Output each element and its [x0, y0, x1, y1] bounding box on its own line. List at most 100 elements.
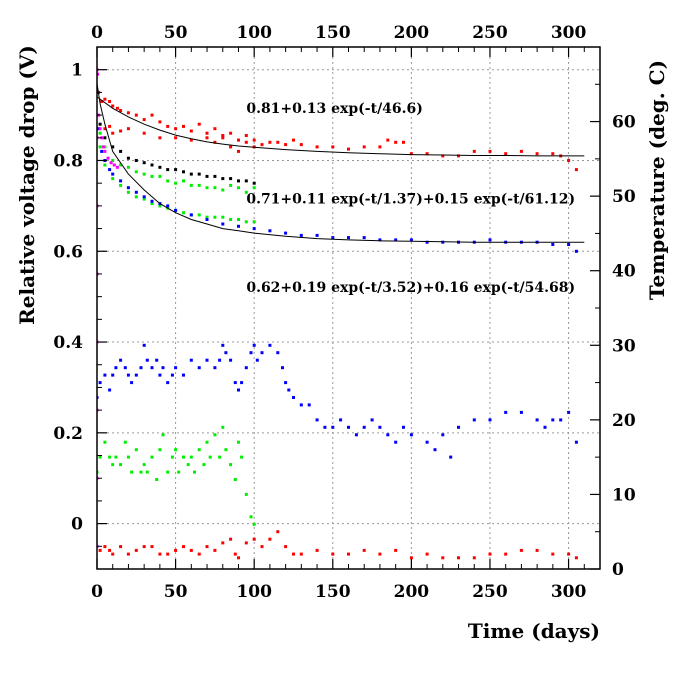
data-point [142, 172, 146, 176]
x-tick-label: 300 [551, 582, 587, 602]
data-point [98, 548, 102, 552]
fit-annotation: 0.71+0.11 exp(-t/1.37)+0.15 exp(-t/61.12… [246, 192, 575, 208]
data-point [166, 381, 170, 385]
data-point [108, 455, 112, 459]
data-point [488, 418, 492, 422]
data-point [233, 381, 237, 385]
data-point [208, 455, 212, 459]
data-point [441, 556, 445, 560]
data-point [197, 448, 201, 452]
data-point [182, 179, 185, 183]
data-point [229, 537, 233, 541]
data-point [574, 556, 578, 560]
data-point [229, 463, 233, 467]
data-point [142, 343, 146, 347]
data-point [551, 418, 555, 422]
data-point [472, 556, 476, 560]
data-point [189, 129, 193, 133]
x-tick-label-top: 250 [472, 23, 508, 43]
data-point [126, 190, 130, 194]
data-point [155, 358, 159, 362]
data-point [260, 143, 264, 147]
data-point [123, 366, 127, 370]
data-point [174, 136, 178, 140]
x-tick-label-top: 200 [394, 23, 430, 43]
data-point [145, 358, 149, 362]
data-point [260, 351, 264, 355]
data-point [519, 149, 523, 153]
data-point [182, 373, 185, 377]
data-point [119, 149, 123, 153]
data-point [402, 425, 405, 429]
data-point [103, 97, 107, 101]
data-point [150, 199, 154, 203]
y-tick-label: 0.6 [53, 242, 83, 262]
data-point [307, 403, 311, 407]
data-point [315, 233, 319, 237]
data-point [378, 552, 382, 556]
data-point [114, 455, 118, 459]
data-point [354, 433, 358, 437]
data-point [284, 545, 288, 549]
data-point [268, 140, 272, 144]
data-point [197, 122, 201, 126]
data-point [174, 168, 178, 172]
data-point [244, 492, 248, 496]
data-point [252, 181, 256, 185]
data-point [551, 243, 555, 246]
data-point [142, 161, 146, 165]
data-point [567, 552, 571, 556]
data-point [142, 463, 146, 467]
data-point [106, 156, 110, 160]
data-point [240, 381, 244, 385]
fit-annotation: 0.81+0.13 exp(-t/46.6) [246, 101, 423, 117]
data-point [197, 213, 201, 217]
data-point [130, 381, 134, 385]
data-point [362, 425, 366, 429]
data-point [292, 396, 295, 399]
data-point [170, 373, 174, 377]
data-point [221, 136, 225, 140]
data-point [108, 168, 112, 172]
data-point [299, 143, 303, 147]
data-point [182, 170, 185, 174]
data-point [108, 548, 112, 552]
data-point [504, 552, 508, 556]
data-point [100, 149, 104, 153]
data-point [108, 388, 112, 392]
data-point [119, 129, 123, 133]
data-point [100, 100, 104, 103]
data-point [126, 552, 130, 556]
data-point [229, 218, 233, 221]
x-tick-label: 0 [91, 582, 103, 602]
data-point [134, 548, 138, 552]
data-point [347, 425, 350, 429]
data-point [150, 545, 154, 549]
data-point [158, 552, 162, 556]
data-point [244, 179, 248, 183]
data-point [145, 470, 149, 474]
data-point [158, 174, 162, 178]
data-point [567, 410, 571, 414]
data-point [197, 172, 201, 176]
data-point [126, 186, 130, 190]
data-point [205, 215, 209, 219]
data-point [111, 172, 115, 176]
data-point [221, 541, 225, 545]
data-point [331, 425, 335, 429]
data-point [386, 433, 390, 437]
data-point [409, 238, 413, 242]
data-point [378, 238, 382, 242]
data-point [126, 165, 130, 169]
data-point [108, 124, 112, 128]
data-point [213, 548, 217, 552]
data-point [433, 448, 437, 452]
data-point [378, 425, 382, 429]
plot-frame [96, 46, 601, 570]
data-point [111, 145, 115, 149]
data-point [218, 455, 222, 459]
data-point [331, 145, 335, 149]
data-point [150, 113, 154, 117]
data-point [213, 215, 217, 219]
data-point [174, 548, 178, 552]
